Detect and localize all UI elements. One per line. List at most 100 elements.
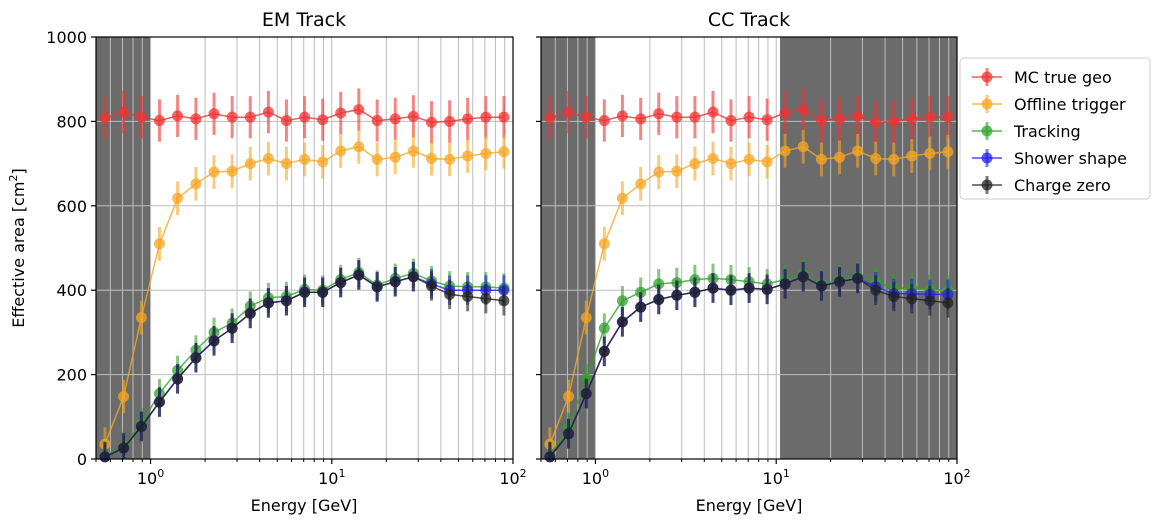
data-point	[725, 284, 737, 296]
series-charge-zero	[99, 260, 510, 463]
legend-box	[959, 57, 1151, 200]
data-point	[425, 116, 437, 128]
data-point	[870, 116, 882, 128]
data-point	[389, 113, 401, 125]
legend-label: Shower shape	[1014, 149, 1127, 168]
data-point	[689, 286, 701, 298]
chart-title: EM Track	[262, 9, 346, 31]
data-point	[924, 111, 936, 123]
legend-item: Tracking	[972, 122, 1081, 141]
data-point	[226, 322, 238, 334]
data-point	[135, 421, 147, 433]
data-point	[244, 158, 256, 170]
data-point	[425, 153, 437, 165]
data-point	[761, 156, 773, 168]
x-tick-label: 102	[499, 467, 526, 488]
data-point	[616, 192, 628, 204]
data-point	[226, 165, 238, 177]
data-point	[888, 153, 900, 165]
data-point	[480, 111, 492, 123]
data-point	[544, 112, 556, 124]
data-point	[815, 153, 827, 165]
x-axis-label: Energy [GeV]	[696, 496, 803, 515]
data-point	[462, 291, 474, 303]
data-point	[371, 115, 383, 127]
data-point	[797, 141, 809, 153]
data-point	[906, 150, 918, 162]
data-point	[480, 293, 492, 305]
data-point	[335, 277, 347, 289]
data-point	[353, 141, 365, 153]
data-point	[118, 442, 130, 454]
data-point	[335, 107, 347, 119]
data-point	[462, 150, 474, 162]
data-point	[262, 297, 274, 309]
y-axis-label: Effective area [cm2]	[7, 168, 28, 328]
data-point	[924, 295, 936, 307]
data-point	[852, 272, 864, 284]
series-offline-trigger	[544, 129, 954, 459]
data-point	[208, 335, 220, 347]
data-point	[653, 166, 665, 178]
legend-item: Offline trigger	[972, 95, 1126, 114]
legend-item: MC true geo	[972, 68, 1112, 87]
data-point	[870, 284, 882, 296]
legend-label: Charge zero	[1014, 176, 1111, 195]
legend-marker	[981, 98, 993, 110]
data-point	[244, 307, 256, 319]
panel-cc-track: CC Track 100 101 102 Energy [GeV]	[536, 9, 971, 515]
data-point	[208, 108, 220, 120]
legend-label: Tracking	[1013, 122, 1081, 141]
data-point	[834, 113, 846, 125]
data-point	[317, 156, 329, 168]
y-tick-label: 600	[56, 197, 87, 216]
data-point	[671, 111, 683, 123]
legend-item: Shower shape	[972, 149, 1127, 168]
data-point	[779, 145, 791, 157]
data-point	[616, 110, 628, 122]
data-point	[172, 110, 184, 122]
data-point	[190, 178, 202, 190]
data-point	[870, 153, 882, 165]
data-point	[725, 115, 737, 127]
data-point	[462, 113, 474, 125]
data-point	[444, 115, 456, 127]
data-point	[743, 282, 755, 294]
data-point	[563, 391, 575, 403]
data-point	[598, 115, 610, 127]
data-point	[653, 293, 665, 305]
data-point	[153, 396, 165, 408]
chart-title: CC Track	[708, 9, 790, 31]
data-point	[389, 151, 401, 163]
data-point	[635, 178, 647, 190]
data-point	[888, 115, 900, 127]
data-point	[725, 158, 737, 170]
data-point	[226, 111, 238, 123]
x-tick-label: 100	[137, 467, 164, 488]
data-point	[761, 283, 773, 295]
data-point	[280, 115, 292, 127]
data-point	[635, 301, 647, 313]
panel-em-track: EM Track 0 200 400 600 800 1000 100 101 102 Ener…	[46, 9, 526, 515]
data-point	[797, 271, 809, 283]
data-point	[353, 104, 365, 116]
data-point	[389, 276, 401, 288]
data-point	[563, 106, 575, 118]
x-tick-label: 101	[763, 467, 790, 488]
legend-marker	[981, 179, 993, 191]
data-point	[299, 111, 311, 123]
data-point	[498, 146, 510, 158]
data-point	[407, 271, 419, 283]
data-point	[353, 269, 365, 281]
shaded-region	[780, 37, 957, 459]
y-tick-label: 400	[56, 281, 87, 300]
data-point	[743, 111, 755, 123]
data-point	[653, 278, 665, 290]
data-point	[335, 145, 347, 157]
x-axis-label: Energy [GeV]	[251, 496, 358, 515]
data-point	[852, 110, 864, 122]
y-tick-label: 200	[56, 366, 87, 385]
plot-area: 100 101 102	[536, 36, 971, 488]
data-point	[299, 286, 311, 298]
data-point	[99, 112, 111, 124]
